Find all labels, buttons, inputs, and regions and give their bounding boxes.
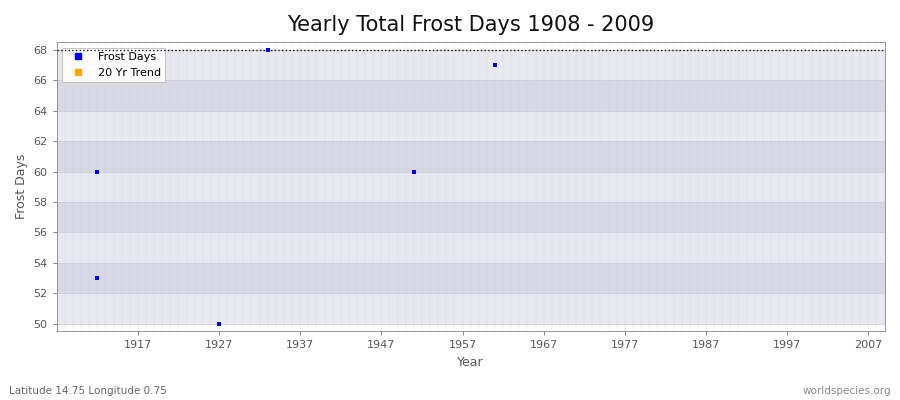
Bar (57, 50, 885, 80)
Text: Latitude 14.75 Longitude 0.75: Latitude 14.75 Longitude 0.75 (9, 386, 166, 396)
Point (90, 275, 104, 281)
Bar (57, 202, 885, 232)
Bar (57, 111, 885, 141)
Point (407, 168, 421, 175)
Bar (57, 141, 885, 172)
Bar (57, 172, 885, 202)
Text: worldspecies.org: worldspecies.org (803, 386, 891, 396)
Legend: Frost Days, 20 Yr Trend: Frost Days, 20 Yr Trend (62, 48, 166, 82)
Point (260, 46, 274, 53)
Bar (57, 263, 885, 293)
Point (90, 168, 104, 175)
Bar (57, 232, 885, 263)
Bar (57, 80, 885, 111)
Point (488, 62, 502, 68)
X-axis label: Year: Year (457, 356, 484, 369)
Title: Yearly Total Frost Days 1908 - 2009: Yearly Total Frost Days 1908 - 2009 (287, 15, 654, 35)
Y-axis label: Frost Days: Frost Days (15, 154, 28, 220)
Point (212, 321, 226, 327)
Bar (57, 293, 885, 324)
